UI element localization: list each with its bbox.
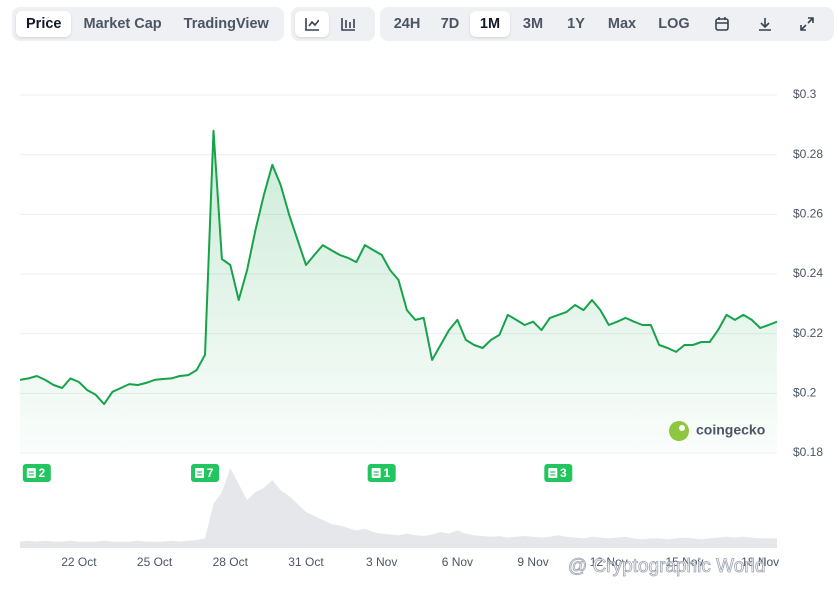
- y-tick-label: $0.2: [793, 386, 817, 400]
- candle-icon: [341, 18, 355, 31]
- x-tick-label: 31 Oct: [288, 555, 324, 569]
- range-tab[interactable]: 3M: [522, 16, 544, 32]
- x-tick-label: 25 Oct: [137, 555, 173, 569]
- line-chart-button[interactable]: [295, 11, 329, 37]
- event-marker: 7: [191, 464, 220, 482]
- event-marker: 3: [544, 464, 573, 482]
- candle-chart-button[interactable]: [331, 11, 365, 37]
- price-area: [20, 130, 777, 454]
- calendar-button[interactable]: [700, 11, 744, 37]
- x-tick-label: 3 Nov: [366, 555, 397, 569]
- x-tick-label: 28 Oct: [213, 555, 249, 569]
- view-tab[interactable]: Market Cap: [83, 16, 162, 32]
- x-tick-label: 18 Nov: [741, 555, 779, 569]
- event-count: 1: [383, 466, 390, 480]
- range-tab[interactable]: 1Y: [567, 16, 585, 32]
- view-tab[interactable]: TradingView: [183, 16, 269, 32]
- y-tick-label: $0.18: [793, 445, 823, 459]
- y-tick-label: $0.28: [793, 147, 823, 161]
- event-marker: 2: [22, 464, 51, 482]
- event-count: 7: [207, 466, 214, 480]
- download-icon: [759, 18, 771, 31]
- y-tick-label: $0.3: [793, 87, 817, 101]
- view-tab[interactable]: Price: [16, 11, 72, 37]
- range-tab[interactable]: LOG: [658, 16, 690, 32]
- volume-area: [20, 468, 777, 548]
- range-tab[interactable]: 7D: [440, 16, 460, 32]
- calendar-icon: [715, 17, 729, 31]
- x-tick-label: 12 Nov: [590, 555, 628, 569]
- download-button[interactable]: [744, 11, 786, 37]
- event-icon: [548, 468, 558, 478]
- event-icon: [26, 468, 36, 478]
- x-tick-label: 6 Nov: [442, 555, 473, 569]
- x-tick-label: 22 Oct: [61, 555, 97, 569]
- y-tick-label: $0.24: [793, 266, 823, 280]
- view-tabs: Price Market Cap TradingView: [12, 7, 284, 41]
- range-tabs: 24H 7D 1M 3M 1Y Max LOG: [380, 7, 834, 41]
- logo-text: coingecko: [696, 422, 765, 438]
- range-tab[interactable]: 1M: [470, 11, 510, 37]
- logo-icon: [669, 421, 689, 441]
- logo-eye: [679, 425, 685, 431]
- event-count: 2: [38, 466, 45, 480]
- line-icon: [305, 18, 319, 31]
- fullscreen-button[interactable]: [786, 11, 828, 37]
- chart-style-tabs: [291, 7, 375, 41]
- price-line: [19, 129, 778, 406]
- y-tick-label: $0.22: [793, 326, 823, 340]
- fullscreen-icon: [800, 17, 814, 31]
- event-icon: [371, 468, 381, 478]
- range-tab[interactable]: Max: [607, 16, 637, 32]
- event-count: 3: [560, 466, 567, 480]
- x-tick-label: 9 Nov: [517, 555, 548, 569]
- range-tab[interactable]: 24H: [393, 16, 421, 32]
- event-icon: [195, 468, 205, 478]
- event-marker: 1: [367, 464, 396, 482]
- y-tick-label: $0.26: [793, 207, 823, 221]
- watermark: @ Cryptographic World: [568, 556, 765, 577]
- x-tick-label: 15 Nov: [665, 555, 703, 569]
- logo: coingecko: [669, 421, 765, 441]
